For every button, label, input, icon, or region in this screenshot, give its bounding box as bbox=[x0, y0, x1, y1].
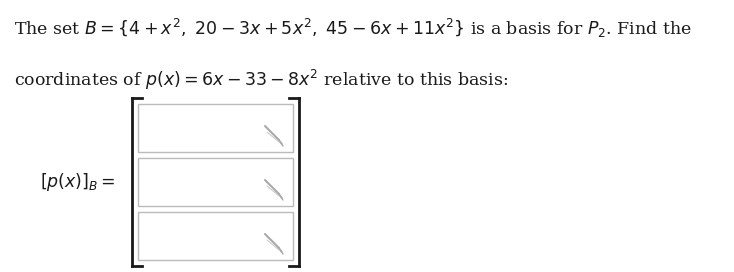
Text: The set $B = \{4 + x^2,\ 20 - 3x + 5x^2,\ 45 - 6x + 11x^2\}$ is a basis for $P_2: The set $B = \{4 + x^2,\ 20 - 3x + 5x^2,… bbox=[14, 17, 691, 40]
FancyBboxPatch shape bbox=[138, 104, 293, 152]
FancyBboxPatch shape bbox=[138, 212, 293, 260]
FancyBboxPatch shape bbox=[138, 158, 293, 206]
Text: coordinates of $p(x) = 6x - 33 - 8x^2$ relative to this basis:: coordinates of $p(x) = 6x - 33 - 8x^2$ r… bbox=[14, 68, 508, 92]
Text: $[p(x)]_B =$: $[p(x)]_B =$ bbox=[40, 171, 116, 193]
